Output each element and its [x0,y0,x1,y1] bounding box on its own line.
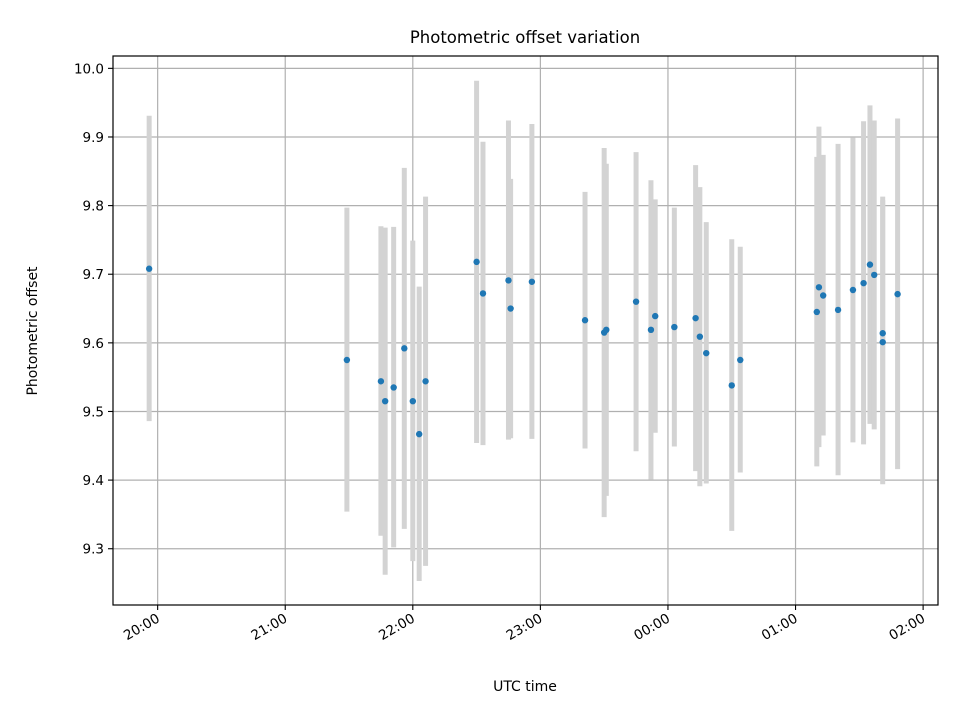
data-point [866,261,874,268]
data-point [422,378,429,385]
data-point [879,338,886,346]
data-point [377,378,385,385]
data-point [652,312,659,320]
data-points [145,258,901,438]
data-point [479,290,487,297]
y-tick-label: 10.0 [74,61,104,77]
data-point [728,382,735,389]
data-point [632,298,640,305]
y-tick-label: 9.8 [83,199,104,215]
data-point [894,290,901,298]
data-point [703,349,710,357]
data-point [390,384,397,391]
x-axis-title: UTC time [493,679,557,695]
y-tick-label: 9.6 [83,336,104,352]
data-point [737,356,744,364]
data-point [819,292,827,299]
data-point [860,279,867,287]
data-point [528,278,536,285]
data-point [834,306,842,314]
y-tick-label: 9.5 [83,404,104,420]
y-tick-label: 9.4 [83,473,104,489]
data-point [473,258,480,266]
y-tick-label: 9.9 [83,130,104,146]
plot-area-frame [112,55,939,606]
data-point [815,284,823,291]
data-point [381,397,389,405]
data-point [692,314,699,322]
data-point [409,397,417,405]
data-point [603,326,610,334]
y-axis-title: Photometric offset [25,266,41,396]
data-point [849,286,857,294]
grid [113,56,938,605]
data-point [415,430,423,438]
data-point [879,330,886,337]
data-point [401,345,408,352]
chart-title: Photometric offset variation [410,28,640,47]
data-point [145,265,153,272]
data-point [581,317,589,324]
data-point [671,323,678,331]
y-tick-label: 9.7 [83,267,104,283]
y-tick-label: 9.3 [83,542,104,558]
data-point [647,326,655,334]
data-point [696,333,704,340]
data-point [343,356,351,364]
data-point [507,305,514,312]
data-point [505,277,512,284]
data-point [871,271,878,279]
data-point [813,308,821,316]
